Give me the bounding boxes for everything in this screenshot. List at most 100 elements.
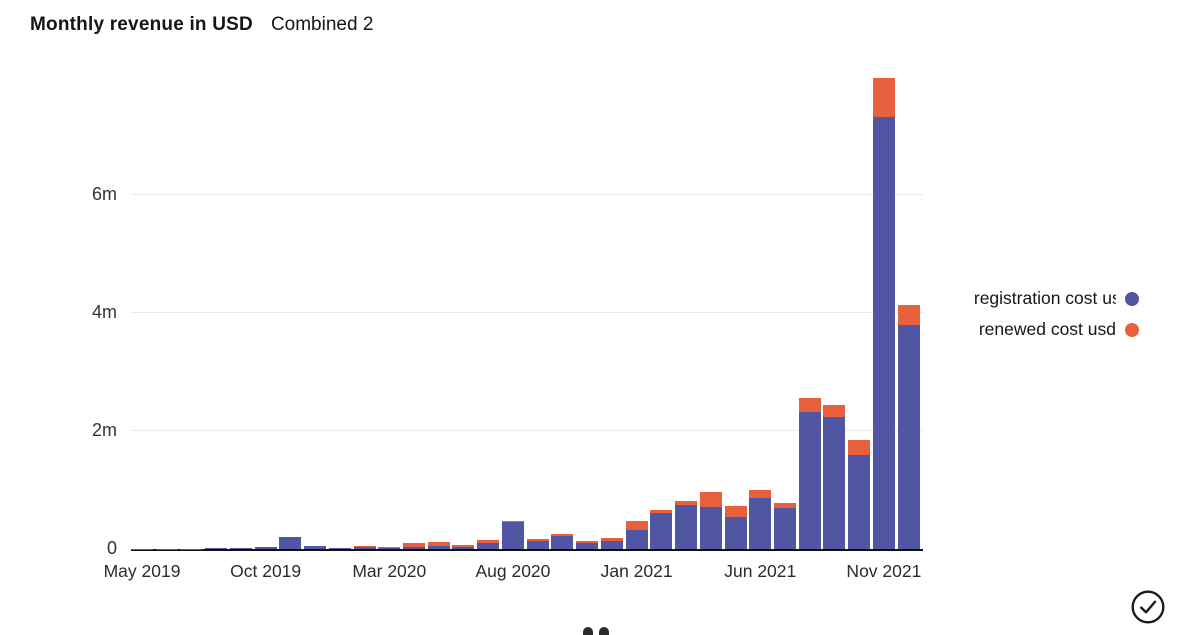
confirm-check-button[interactable]	[1129, 588, 1167, 626]
bar-segment-renewed-cost-usd[interactable]	[576, 540, 599, 543]
bar-dec-2019[interactable]	[304, 545, 327, 549]
bar-oct-2019[interactable]	[254, 547, 277, 549]
bar-segment-registration-cost-usd[interactable]	[848, 454, 871, 549]
bar-feb-2020[interactable]	[353, 546, 376, 549]
bar-aug-2019[interactable]	[205, 548, 228, 549]
bar-nov-2021[interactable]	[872, 78, 895, 549]
legend-label-text: renewed cost usd	[978, 319, 1116, 339]
bar-segment-registration-cost-usd[interactable]	[353, 547, 376, 549]
legend-label-renewed: renewed cost usd	[979, 319, 1116, 340]
bar-segment-renewed-cost-usd[interactable]	[378, 546, 401, 548]
bar-segment-registration-cost-usd[interactable]	[452, 546, 475, 549]
bar-segment-registration-cost-usd[interactable]	[675, 505, 698, 549]
bar-segment-renewed-cost-usd[interactable]	[848, 439, 871, 455]
bar-segment-registration-cost-usd[interactable]	[600, 541, 623, 549]
bar-segment-registration-cost-usd[interactable]	[872, 117, 895, 549]
clipped-glyph	[583, 627, 593, 635]
bar-segment-renewed-cost-usd[interactable]	[403, 543, 426, 548]
bar-segment-renewed-cost-usd[interactable]	[526, 538, 549, 542]
bar-segment-renewed-cost-usd[interactable]	[897, 305, 920, 325]
bar-jul-2021[interactable]	[773, 503, 796, 549]
bar-segment-registration-cost-usd[interactable]	[427, 546, 450, 549]
bar-sep-2020[interactable]	[526, 538, 549, 549]
bar-feb-2021[interactable]	[650, 509, 673, 549]
bar-sep-2021[interactable]	[823, 405, 846, 549]
bar-segment-renewed-cost-usd[interactable]	[353, 546, 376, 548]
bar-segment-registration-cost-usd[interactable]	[403, 547, 426, 549]
bar-nov-2019[interactable]	[279, 536, 302, 549]
bar-segment-registration-cost-usd[interactable]	[526, 541, 549, 549]
bar-segment-renewed-cost-usd[interactable]	[427, 541, 450, 546]
bar-mar-2020[interactable]	[378, 546, 401, 549]
bar-segment-renewed-cost-usd[interactable]	[773, 503, 796, 508]
chart-subtitle: Combined 2	[270, 14, 374, 35]
bar-may-2021[interactable]	[724, 505, 747, 549]
x-axis-label-jan-2021: Jan 2021	[600, 561, 673, 581]
bar-jan-2021[interactable]	[625, 520, 648, 549]
bar-segment-renewed-cost-usd[interactable]	[650, 509, 673, 513]
bar-segment-registration-cost-usd[interactable]	[378, 547, 401, 549]
bar-segment-registration-cost-usd[interactable]	[798, 412, 821, 549]
bar-segment-registration-cost-usd[interactable]	[699, 506, 722, 549]
bar-segment-renewed-cost-usd[interactable]	[823, 405, 846, 417]
bar-segment-registration-cost-usd[interactable]	[328, 547, 351, 549]
bar-nov-2020[interactable]	[576, 540, 599, 549]
legend-label-text: registration cost u	[973, 288, 1112, 308]
bar-segment-registration-cost-usd[interactable]	[205, 548, 228, 549]
bar-segment-registration-cost-usd[interactable]	[576, 542, 599, 549]
gridline-2m	[131, 430, 923, 431]
y-axis-label-2m: 2m	[91, 420, 117, 441]
bar-segment-renewed-cost-usd[interactable]	[798, 397, 821, 413]
bar-segment-renewed-cost-usd[interactable]	[477, 539, 500, 544]
bar-segment-registration-cost-usd[interactable]	[650, 513, 673, 549]
bar-segment-registration-cost-usd[interactable]	[625, 530, 648, 549]
bar-segment-registration-cost-usd[interactable]	[897, 324, 920, 549]
bar-oct-2020[interactable]	[551, 533, 574, 549]
bar-jul-2020[interactable]	[477, 539, 500, 549]
bar-segment-renewed-cost-usd[interactable]	[501, 520, 524, 523]
plot-area	[131, 70, 923, 551]
legend-label-registration: registration cost us	[974, 288, 1116, 309]
bar-segment-registration-cost-usd[interactable]	[823, 416, 846, 549]
clipped-glyph	[599, 627, 609, 635]
bar-segment-renewed-cost-usd[interactable]	[872, 78, 895, 118]
bar-segment-renewed-cost-usd[interactable]	[749, 490, 772, 498]
bar-segment-registration-cost-usd[interactable]	[254, 547, 277, 549]
bar-apr-2021[interactable]	[699, 492, 722, 549]
y-axis-label-6m: 6m	[91, 184, 117, 205]
bar-segment-renewed-cost-usd[interactable]	[724, 505, 747, 518]
bar-dec-2020[interactable]	[600, 538, 623, 549]
bar-jan-2020[interactable]	[328, 547, 351, 549]
bar-segment-renewed-cost-usd[interactable]	[600, 538, 623, 542]
bar-jun-2021[interactable]	[749, 490, 772, 549]
legend-item-registration-cost-usd[interactable]: registration cost us	[974, 288, 1139, 309]
x-axis-label-mar-2020: Mar 2020	[352, 561, 427, 581]
bar-apr-2020[interactable]	[403, 543, 426, 549]
bar-mar-2021[interactable]	[675, 500, 698, 549]
bar-segment-registration-cost-usd[interactable]	[279, 537, 302, 549]
bar-segment-renewed-cost-usd[interactable]	[551, 533, 574, 536]
bar-segment-registration-cost-usd[interactable]	[773, 507, 796, 549]
bar-segment-renewed-cost-usd[interactable]	[452, 545, 475, 547]
bar-jun-2020[interactable]	[452, 545, 475, 549]
bar-may-2020[interactable]	[427, 541, 450, 549]
bar-segment-registration-cost-usd[interactable]	[501, 522, 524, 549]
bar-oct-2021[interactable]	[848, 439, 871, 549]
bar-segment-registration-cost-usd[interactable]	[724, 517, 747, 549]
legend-item-renewed-cost-usd[interactable]: renewed cost usd	[979, 319, 1139, 340]
x-axis-label-oct-2019: Oct 2019	[230, 561, 302, 581]
bar-segment-renewed-cost-usd[interactable]	[625, 520, 648, 531]
bar-dec-2021[interactable]	[897, 305, 920, 549]
bar-segment-registration-cost-usd[interactable]	[477, 543, 500, 549]
bar-segment-registration-cost-usd[interactable]	[304, 546, 327, 549]
bar-sep-2019[interactable]	[229, 548, 252, 549]
bar-aug-2021[interactable]	[798, 397, 821, 549]
x-axis-label-may-2019: May 2019	[103, 561, 181, 581]
bar-segment-renewed-cost-usd[interactable]	[675, 500, 698, 506]
bar-segment-renewed-cost-usd[interactable]	[699, 492, 722, 507]
y-axis-label-0: 0	[106, 538, 117, 559]
bar-aug-2020[interactable]	[501, 520, 524, 549]
bar-segment-registration-cost-usd[interactable]	[749, 497, 772, 549]
bar-segment-registration-cost-usd[interactable]	[551, 536, 574, 549]
bar-segment-registration-cost-usd[interactable]	[229, 548, 252, 549]
